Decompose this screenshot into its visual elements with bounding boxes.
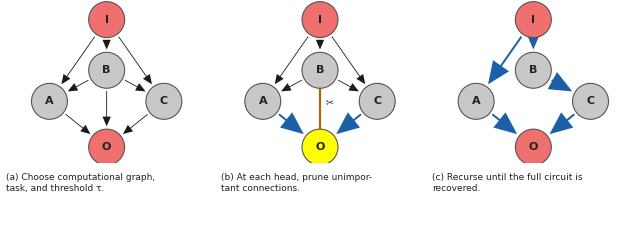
Text: (b) At each head, prune unimpor-
tant connections.: (b) At each head, prune unimpor- tant co… xyxy=(221,173,372,193)
Text: B: B xyxy=(316,65,324,75)
FancyArrowPatch shape xyxy=(550,112,575,134)
FancyArrowPatch shape xyxy=(338,80,359,91)
Circle shape xyxy=(89,129,125,165)
Circle shape xyxy=(458,83,494,119)
Text: A: A xyxy=(45,96,54,106)
FancyArrowPatch shape xyxy=(123,114,148,134)
Circle shape xyxy=(302,129,338,165)
Text: C: C xyxy=(373,96,381,106)
Text: ✂: ✂ xyxy=(326,97,334,107)
FancyArrowPatch shape xyxy=(316,40,324,49)
Text: A: A xyxy=(259,96,267,106)
Circle shape xyxy=(359,83,395,119)
FancyArrowPatch shape xyxy=(524,27,543,49)
Text: O: O xyxy=(529,142,538,152)
Text: O: O xyxy=(316,142,324,152)
FancyArrowPatch shape xyxy=(61,36,95,84)
FancyArrowPatch shape xyxy=(125,80,146,91)
FancyArrowPatch shape xyxy=(102,40,111,49)
FancyArrowPatch shape xyxy=(118,36,152,84)
Circle shape xyxy=(515,52,551,88)
FancyArrowPatch shape xyxy=(492,112,517,134)
Text: (c) Recurse until the full circuit is
recovered.: (c) Recurse until the full circuit is re… xyxy=(432,173,582,193)
Text: C: C xyxy=(160,96,168,106)
Text: I: I xyxy=(318,15,322,25)
FancyArrowPatch shape xyxy=(332,36,365,84)
Text: I: I xyxy=(105,15,109,25)
Text: (a) Choose computational graph,
task, and threshold τ.: (a) Choose computational graph, task, an… xyxy=(6,173,156,193)
Circle shape xyxy=(31,83,67,119)
Circle shape xyxy=(245,83,281,119)
FancyArrowPatch shape xyxy=(65,114,90,134)
Circle shape xyxy=(302,2,338,38)
Circle shape xyxy=(573,83,609,119)
FancyArrowPatch shape xyxy=(278,112,304,134)
FancyArrowPatch shape xyxy=(548,72,572,91)
Circle shape xyxy=(515,2,551,38)
Circle shape xyxy=(146,83,182,119)
FancyArrowPatch shape xyxy=(336,112,362,134)
Circle shape xyxy=(89,52,125,88)
Text: B: B xyxy=(102,65,111,75)
Circle shape xyxy=(89,2,125,38)
Text: C: C xyxy=(586,96,595,106)
Text: B: B xyxy=(529,65,538,75)
FancyArrowPatch shape xyxy=(488,36,522,84)
FancyArrowPatch shape xyxy=(102,91,111,126)
Text: O: O xyxy=(102,142,111,152)
Text: A: A xyxy=(472,96,481,106)
FancyArrowPatch shape xyxy=(68,80,88,91)
Text: I: I xyxy=(531,15,535,25)
Circle shape xyxy=(302,52,338,88)
Circle shape xyxy=(515,129,551,165)
FancyArrowPatch shape xyxy=(275,36,308,84)
FancyArrowPatch shape xyxy=(281,80,302,91)
